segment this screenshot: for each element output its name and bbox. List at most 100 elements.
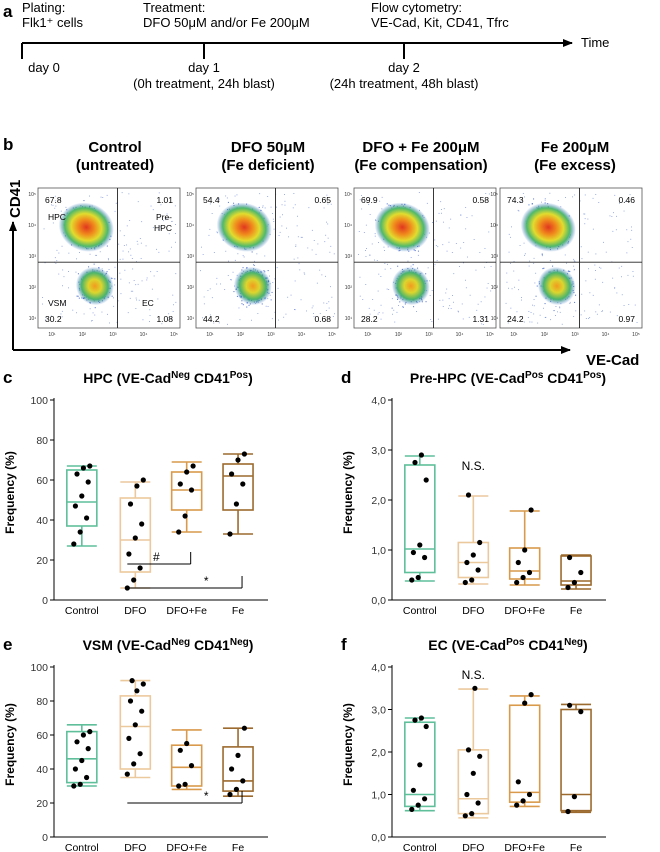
data-point bbox=[465, 492, 472, 498]
quadrant-name-pre-hpc-2: HPC bbox=[154, 223, 172, 233]
flow-markers: VE-Cad, Kit, CD41, Tfrc bbox=[371, 15, 509, 30]
y-tick-label: 10¹ bbox=[491, 316, 499, 322]
hpc-population bbox=[58, 202, 114, 252]
flow-title-3: Fe 200μM bbox=[541, 139, 609, 156]
data-point bbox=[578, 709, 584, 715]
data-point bbox=[470, 552, 476, 558]
y-tick-label: 10³ bbox=[29, 254, 37, 260]
data-point bbox=[134, 688, 140, 694]
box-iqr bbox=[66, 730, 98, 784]
panel-letter-c: c bbox=[3, 368, 12, 387]
y-axis-label: Frequency (%) bbox=[3, 703, 17, 786]
y-tick-label: 3,0 bbox=[371, 705, 386, 717]
y-tick-label: 10² bbox=[345, 285, 353, 291]
data-point bbox=[77, 781, 83, 787]
x-tick-label: 10⁵ bbox=[328, 332, 336, 338]
data-point bbox=[182, 781, 188, 787]
y-tick-label: 10¹ bbox=[345, 316, 353, 322]
x-tick-label: 10⁴ bbox=[602, 332, 610, 338]
panel-a: a Plating: Flk1⁺ cells Treatment: DFO 50… bbox=[3, 0, 609, 91]
data-point bbox=[137, 751, 143, 757]
box-iqr bbox=[457, 749, 490, 815]
data-point bbox=[526, 791, 533, 798]
flow-plot-frame bbox=[195, 187, 339, 329]
box-iqr bbox=[222, 463, 254, 511]
data-point bbox=[124, 585, 130, 591]
plating-cells: Flk1⁺ cells bbox=[22, 15, 84, 30]
data-point bbox=[528, 692, 534, 698]
data-point bbox=[72, 766, 78, 772]
box-control bbox=[66, 463, 98, 547]
x-tick-label: DFO+Fe bbox=[504, 842, 545, 852]
y-tick-label: 2,0 bbox=[371, 747, 386, 759]
quadrant-lr-value: 1.31 bbox=[472, 314, 489, 324]
x-tick-label: 10² bbox=[79, 332, 87, 338]
day2-label: day 2 bbox=[388, 60, 420, 75]
data-point bbox=[418, 715, 424, 721]
x-tick-label: 10⁴ bbox=[140, 332, 148, 338]
box-dfo-fe bbox=[508, 507, 541, 586]
x-tick-label: 10² bbox=[541, 332, 549, 338]
quadrant-name-pre-hpc: Pre- bbox=[156, 212, 172, 222]
data-point bbox=[235, 752, 241, 759]
box-iqr bbox=[170, 471, 203, 511]
x-tick-label: 10² bbox=[237, 332, 245, 338]
y-axis-label: Frequency (%) bbox=[341, 451, 355, 534]
data-point bbox=[71, 541, 77, 547]
plating-label: Plating: bbox=[22, 0, 65, 15]
box-dfo bbox=[457, 685, 490, 819]
y-tick-label: 20 bbox=[36, 798, 48, 810]
x-tick-label: 10¹ bbox=[48, 332, 56, 338]
data-point bbox=[571, 794, 578, 800]
y-tick-label: 80 bbox=[36, 435, 48, 447]
x-tick-label: 10¹ bbox=[206, 332, 214, 338]
x-tick-label: Control bbox=[65, 842, 99, 852]
panel-d: d Pre-HPC (VE-CadPos CD41Pos) 0,0 1,0 2,0 3,0… bbox=[341, 368, 606, 617]
vsm-population bbox=[391, 266, 430, 306]
data-point bbox=[464, 791, 470, 798]
data-point bbox=[127, 501, 134, 507]
time-label: Time bbox=[581, 35, 609, 50]
quadrant-ul-value: 67.8 bbox=[45, 195, 62, 205]
y-tick-label: 0,0 bbox=[371, 832, 386, 844]
significance-label: # bbox=[153, 550, 160, 564]
panel-title: VSM (VE-CadNeg CD41Neg) bbox=[83, 637, 254, 654]
data-point bbox=[522, 547, 528, 553]
x-tick-label: 10³ bbox=[571, 332, 579, 338]
y-tick-label: 0 bbox=[42, 832, 48, 844]
panel-letter-e: e bbox=[3, 635, 12, 654]
y-tick-label: 10⁴ bbox=[344, 223, 352, 229]
x-tick-label: Control bbox=[403, 605, 437, 617]
y-tick-label: 40 bbox=[36, 515, 48, 527]
quadrant-ur-value: 0.46 bbox=[618, 195, 635, 205]
flow-subtitle-0: (untreated) bbox=[76, 157, 154, 174]
data-point bbox=[140, 681, 146, 687]
quadrant-ur-value: 0.58 bbox=[472, 195, 489, 205]
vecad-axis-label: VE-Cad bbox=[586, 352, 639, 369]
y-tick-label: 2,0 bbox=[371, 495, 386, 507]
data-point bbox=[74, 471, 80, 477]
data-point bbox=[241, 451, 247, 457]
panel-letter-d: d bbox=[341, 368, 351, 387]
box-control bbox=[404, 452, 436, 583]
flow-title-1: DFO 50μM bbox=[231, 139, 305, 156]
hpc-population bbox=[520, 202, 576, 252]
y-tick-label: 1,0 bbox=[371, 545, 386, 557]
data-point bbox=[188, 487, 195, 493]
box-iqr bbox=[119, 695, 152, 770]
data-point bbox=[87, 729, 93, 735]
quadrant-lr-value: 1.08 bbox=[156, 314, 173, 324]
box-iqr bbox=[508, 704, 541, 803]
data-point bbox=[137, 565, 143, 571]
hpc-population bbox=[216, 202, 272, 252]
data-point bbox=[182, 513, 188, 519]
x-tick-label: 10⁵ bbox=[170, 332, 178, 338]
day2-sub: (24h treatment, 48h blast) bbox=[330, 76, 479, 91]
data-point bbox=[79, 493, 85, 499]
box-dfo bbox=[457, 492, 490, 586]
data-point bbox=[80, 465, 86, 471]
data-point bbox=[410, 549, 416, 556]
y-tick-label: 1,0 bbox=[371, 790, 386, 802]
data-point bbox=[129, 678, 135, 684]
